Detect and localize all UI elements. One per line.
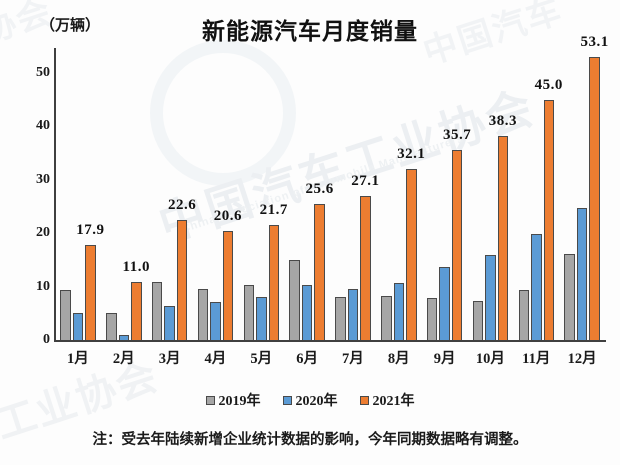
- y-axis-tick-label: 0: [43, 332, 50, 347]
- bar-group: 20.6: [197, 48, 242, 341]
- y-axis-tick-label: 10: [36, 278, 50, 294]
- y-axis-tick-label: 20: [36, 225, 50, 240]
- x-axis-tick-label: 3月: [158, 351, 181, 367]
- bar-2020-5月[interactable]: [256, 297, 267, 341]
- legend-item-2020[interactable]: 2020年: [282, 390, 338, 410]
- legend-label: 2020年: [295, 394, 338, 409]
- bar-2021-5月[interactable]: [268, 224, 279, 341]
- bar-value-label: 17.9: [76, 222, 105, 239]
- bar-2021-4月[interactable]: [222, 230, 234, 341]
- bar-value-label: 22.6: [167, 197, 197, 214]
- bar-group: 22.6: [151, 48, 196, 341]
- x-axis-tick-label: 12月: [567, 351, 597, 367]
- bar-2021-3月[interactable]: [176, 220, 188, 341]
- bar-2019-3月[interactable]: [151, 281, 163, 341]
- bar-2020-3月[interactable]: [164, 306, 175, 341]
- bar-value-label: 32.1: [397, 146, 426, 163]
- bar-group: 35.7: [426, 48, 471, 341]
- bar-2019-5月[interactable]: [243, 285, 254, 341]
- bar-2020-12月[interactable]: [576, 208, 588, 341]
- bar-2019-7月[interactable]: [335, 296, 346, 341]
- bar-2020-1月[interactable]: [72, 313, 84, 341]
- bar-2019-8月[interactable]: [381, 295, 392, 341]
- bar-value-label: 21.7: [259, 201, 288, 218]
- chart-title: 新能源汽车月度销量: [202, 19, 418, 44]
- bar-2021-9月[interactable]: [451, 150, 463, 341]
- bar-value-label: 27.1: [351, 173, 380, 190]
- bar-2019-1月[interactable]: [60, 289, 71, 341]
- bar-2019-9月[interactable]: [426, 298, 438, 341]
- y-axis-ticks: 0 10 20 30 40 50: [8, 0, 50, 465]
- bar-group: 25.6: [289, 48, 333, 341]
- bar-group: 53.1: [564, 34, 608, 341]
- x-axis-tick-label: 5月: [250, 351, 273, 367]
- bar-2019-12月[interactable]: [564, 253, 575, 341]
- bar-2021-2月[interactable]: [131, 282, 142, 341]
- x-axis-tick-label: 2月: [112, 351, 135, 367]
- bar-2019-11月[interactable]: [518, 290, 529, 341]
- bar-value-label: 38.3: [488, 113, 518, 130]
- bar-group: 32.1: [381, 48, 425, 341]
- bar-2019-2月[interactable]: [106, 312, 117, 341]
- bar-2020-10月[interactable]: [485, 255, 496, 341]
- legend-label: 2021年: [372, 394, 415, 409]
- x-axis-tick-label: 7月: [342, 351, 364, 367]
- legend-swatch-icon: [359, 395, 369, 405]
- y-axis-tick-label: 30: [36, 171, 50, 187]
- bar-2021-11月[interactable]: [543, 100, 554, 341]
- bar-group: 27.1: [335, 48, 379, 341]
- x-axis-tick-label: 1月: [67, 351, 89, 367]
- legend-item-2021[interactable]: 2021年: [359, 390, 415, 410]
- bar-2021-12月[interactable]: [589, 56, 600, 341]
- bar-value-label: 53.1: [580, 33, 609, 50]
- bar-2019-10月[interactable]: [472, 300, 484, 341]
- bar-2020-6月[interactable]: [301, 285, 313, 341]
- x-axis-tick-label: 8月: [387, 351, 410, 367]
- bar-value-label: 11.0: [122, 259, 150, 276]
- bar-2021-6月[interactable]: [314, 204, 325, 341]
- x-axis-tick-label: 6月: [296, 351, 318, 367]
- x-axis-tick-label: 9月: [433, 351, 456, 367]
- bar-2020-9月[interactable]: [439, 267, 450, 341]
- x-axis-tick-label: 4月: [204, 351, 227, 367]
- bar-value-label: 25.6: [305, 181, 334, 198]
- bar-2019-6月[interactable]: [289, 259, 300, 341]
- bar-value-label: 35.7: [442, 127, 472, 144]
- x-axis-tick-label: 11月: [522, 351, 551, 367]
- legend-label: 2019年: [218, 394, 261, 409]
- bar-2021-1月[interactable]: [85, 245, 96, 341]
- y-axis-tick-label: 40: [36, 118, 50, 133]
- bar-2021-8月[interactable]: [406, 169, 417, 341]
- x-axis-tick-label: 10月: [475, 351, 505, 367]
- bar-2019-4月[interactable]: [197, 289, 209, 341]
- plot-area: 17.9 11.0 22.6 20.6 21.7 25.6 27.1 32.1 35.7 38.3…: [55, 34, 608, 341]
- bar-group: 21.7: [243, 48, 287, 341]
- chart-footnote: 注：受去年陆续新增企业统计数据的影响，今年同期数据略有调整。: [92, 432, 528, 448]
- bar-value-label: 45.0: [534, 77, 563, 94]
- bar-2020-7月[interactable]: [347, 288, 359, 341]
- legend-item-2019[interactable]: 2019年: [205, 390, 261, 410]
- bar-2021-10月[interactable]: [497, 136, 509, 341]
- y-axis-line: [54, 48, 56, 342]
- legend-swatch-icon: [282, 395, 292, 405]
- chart-legend: 2019年 2020年 2021年: [0, 390, 620, 410]
- bar-2021-7月[interactable]: [360, 196, 371, 341]
- x-axis-line: [54, 340, 606, 342]
- bar-2020-8月[interactable]: [393, 282, 404, 341]
- bar-2020-4月[interactable]: [210, 302, 221, 341]
- bar-2020-11月[interactable]: [531, 234, 542, 341]
- legend-swatch-icon: [205, 395, 215, 405]
- bar-group: 38.3: [472, 48, 517, 341]
- y-axis-unit-label: （万辆）: [40, 18, 101, 34]
- bar-group: 45.0: [518, 48, 562, 341]
- y-axis-tick-label: 50: [36, 64, 50, 80]
- bar-value-label: 20.6: [213, 207, 243, 224]
- bar-group: 11.0: [106, 48, 149, 341]
- bar-group: 17.9: [60, 48, 104, 341]
